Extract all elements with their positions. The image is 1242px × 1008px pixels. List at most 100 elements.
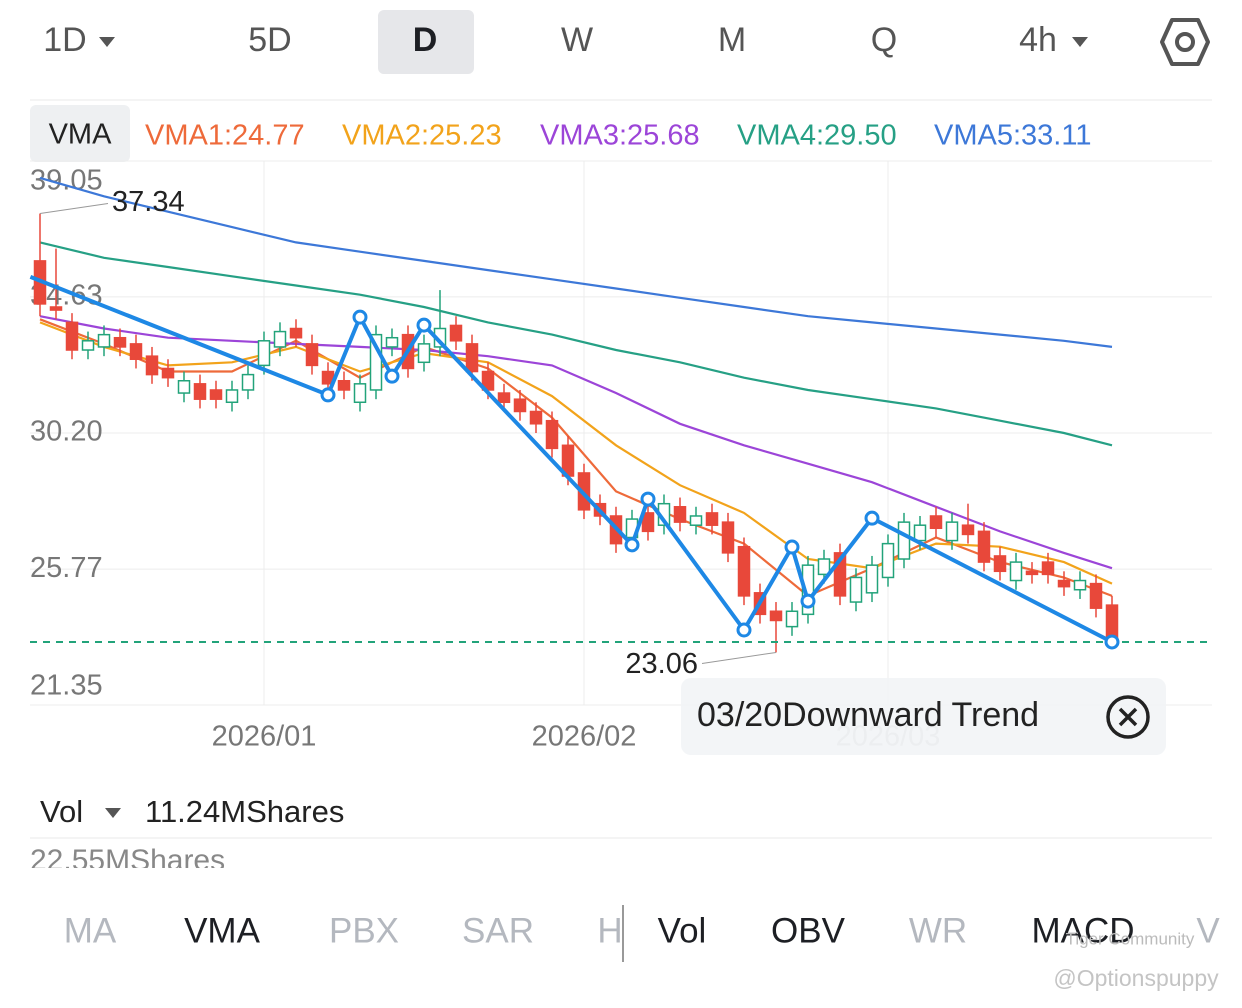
period-tab[interactable]: W (561, 21, 593, 59)
candle-body (1057, 579, 1071, 588)
volume-chart: 22.55MShares (30, 844, 225, 877)
candle (689, 506, 703, 535)
trend-point[interactable] (736, 622, 752, 638)
period-tab[interactable]: 5D (248, 21, 291, 59)
legend-entry: VMA5:33.11 (934, 120, 1091, 152)
trend-point[interactable] (1104, 634, 1120, 650)
candle (417, 334, 431, 372)
indicator-button[interactable] (30, 105, 130, 162)
period-tab[interactable]: M (718, 21, 746, 59)
candle (161, 359, 175, 387)
candle (449, 316, 463, 351)
candle-body (545, 419, 559, 450)
x-tick-label: 2026/01 (212, 721, 317, 753)
trend-point[interactable] (352, 309, 368, 325)
candle (49, 248, 63, 320)
candle-body (177, 380, 191, 394)
volume-axis-label: 22.55MShares (30, 844, 225, 877)
trend-point[interactable] (800, 593, 816, 609)
watermark-user: @Optionspuppy (1053, 965, 1219, 991)
sub-indicator-tab[interactable]: MACD (1031, 911, 1134, 950)
period-tab[interactable]: 4h (1019, 21, 1088, 59)
period-tab[interactable]: Q (871, 21, 897, 59)
candle-body (737, 545, 751, 597)
settings-button[interactable] (1160, 18, 1210, 66)
period-tab[interactable]: D (413, 21, 438, 59)
candle (97, 325, 111, 357)
candle (385, 328, 399, 357)
sub-indicator-tab[interactable]: V (1196, 911, 1220, 950)
trend-point[interactable] (864, 510, 880, 526)
sub-indicator-tab[interactable]: WR (909, 911, 967, 950)
candle-body (337, 380, 351, 391)
candle-body (49, 306, 63, 311)
candle-body (529, 410, 543, 425)
candle (641, 503, 655, 541)
y-tick-label: 30.20 (30, 416, 103, 448)
candle-body (977, 530, 991, 563)
volume-label: Vol (40, 794, 83, 829)
candle (353, 374, 367, 412)
moving-average-line (39, 318, 1113, 598)
close-button[interactable] (1106, 695, 1150, 739)
candle-body (1041, 561, 1055, 576)
candle (369, 325, 383, 400)
selected-period-bg (378, 10, 474, 74)
legend-entry: VMA2:25.23 (342, 120, 502, 152)
period-tab[interactable]: 1D (43, 21, 115, 59)
period-label: Q (871, 21, 897, 59)
tooltip-bg (681, 678, 1166, 755)
candle-body (913, 524, 927, 542)
candle-body (209, 389, 223, 400)
trend-line (29, 275, 1113, 644)
candle-body (1073, 579, 1087, 591)
candle (801, 555, 815, 624)
sub-indicator-tab[interactable]: OBV (771, 911, 846, 950)
dropdown-caret (105, 808, 121, 818)
candle-body (689, 515, 703, 526)
main-indicator-tab[interactable]: H (597, 911, 622, 950)
candle (305, 334, 319, 375)
trend-point[interactable] (640, 491, 656, 507)
main-indicator-tab[interactable]: PBX (329, 911, 399, 950)
candle-body (865, 564, 879, 594)
candle (337, 371, 351, 400)
trend-point[interactable] (784, 539, 800, 555)
period-label: W (561, 21, 593, 59)
candle-body (705, 512, 719, 526)
sub-indicator-tab[interactable]: Vol (658, 911, 707, 950)
trend-point[interactable] (624, 537, 640, 553)
candle-body (673, 506, 687, 523)
candle-body (289, 327, 303, 339)
candle-body (833, 552, 847, 597)
main-indicator-tab[interactable]: SAR (462, 911, 534, 950)
candle-body (465, 343, 479, 373)
candle (81, 331, 95, 360)
candle (897, 512, 911, 569)
candle-body (897, 521, 911, 560)
candle-body (1009, 561, 1023, 582)
candle-body (881, 542, 895, 579)
volume-header[interactable]: Vol (40, 794, 121, 829)
candle-body (801, 564, 815, 616)
dropdown-caret (1072, 37, 1088, 47)
main-indicator-tab[interactable]: VMA (184, 911, 261, 950)
candle (769, 602, 783, 653)
period-label: M (718, 21, 746, 59)
candle (993, 546, 1007, 581)
trend-point[interactable] (320, 387, 336, 403)
trend-point[interactable] (416, 317, 432, 333)
candle (225, 380, 239, 412)
candle-body (513, 398, 527, 413)
high-pointer (39, 203, 109, 215)
trend-point[interactable] (384, 368, 400, 384)
legend-entry: VMA4:29.50 (737, 120, 897, 152)
settings-icon (1160, 18, 1210, 66)
candle (961, 503, 975, 544)
candle-body (273, 330, 287, 348)
candle (113, 328, 127, 357)
main-indicator-tab[interactable]: MA (64, 911, 117, 950)
candle (65, 313, 79, 360)
candle-body (65, 321, 79, 351)
candle (737, 537, 751, 606)
